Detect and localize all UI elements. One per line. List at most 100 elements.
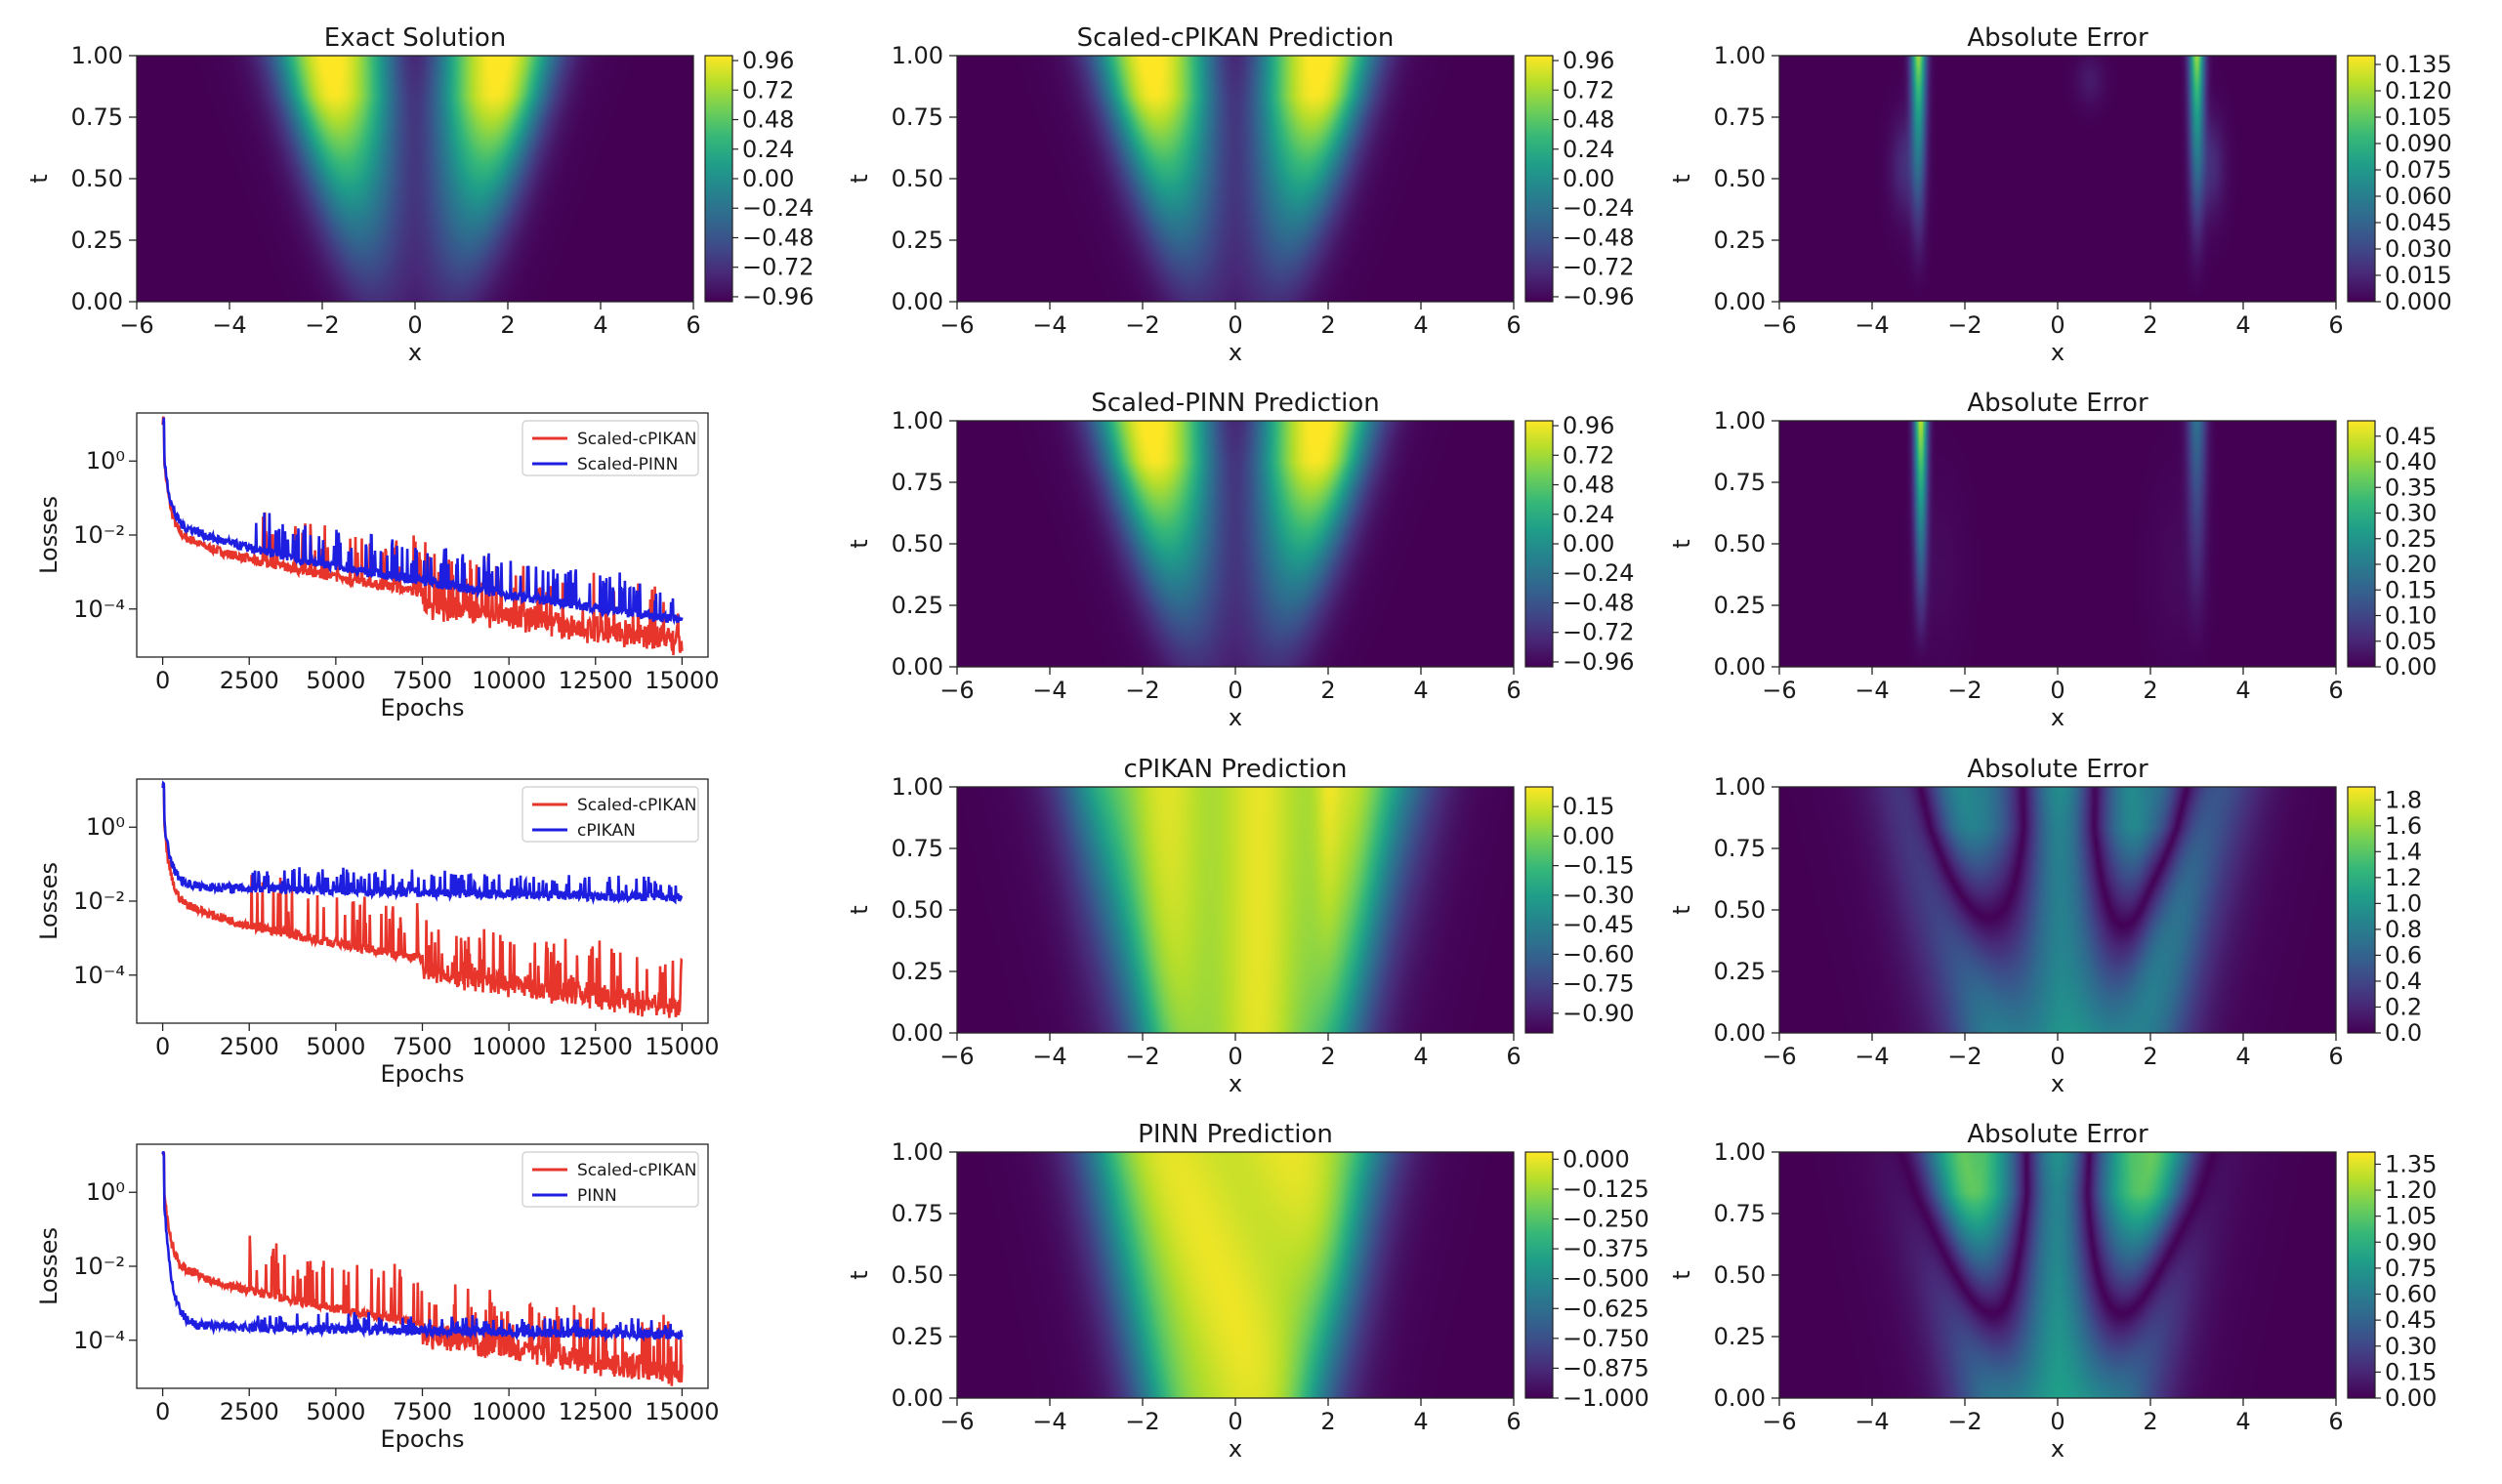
x-axis-label: Epochs: [381, 1425, 465, 1453]
x-tick-label: 0: [2050, 1408, 2064, 1435]
colorbar-tick-label: −0.125: [1563, 1175, 1649, 1203]
colorbar-tick-label: 0.105: [2385, 103, 2452, 131]
y-tick-label: 0.50: [892, 165, 943, 192]
colorbar-tick-label: 0.48: [1563, 472, 1614, 499]
y-tick-label: 10⁻²: [73, 887, 125, 915]
x-tick-label: 4: [2235, 1043, 2250, 1070]
colorbar-tick-label: 0.00: [2385, 653, 2437, 680]
colorbar-tick-label: −0.72: [742, 254, 814, 281]
colorbar-tick-label: 0.2: [2385, 993, 2422, 1020]
y-tick-label: 0.75: [1714, 835, 1766, 862]
colorbar-tick-label: 0.05: [2385, 628, 2437, 655]
colorbar-tick-label: 0.24: [1563, 501, 1614, 528]
y-tick-label: 0.50: [892, 530, 943, 557]
colorbar: [1524, 1151, 1554, 1399]
heatmap-panel-scpikan_pred: Scaled-cPIKAN Prediction−6 −4 −2 0 2 4 6x0.000…: [846, 23, 1635, 366]
colorbar-tick-label: 0.48: [742, 106, 794, 134]
colorbar-tick-label: 0.060: [2385, 183, 2452, 210]
y-tick-label: 0.25: [892, 592, 943, 619]
colorbar-tick-label: 0.4: [2385, 968, 2422, 995]
heatmap-image: [957, 421, 1514, 667]
legend: [521, 420, 699, 476]
colorbar-tick-label: 0.075: [2385, 156, 2452, 184]
colorbar: [1524, 786, 1554, 1034]
colorbar-tick-label: −0.375: [1563, 1235, 1649, 1262]
x-tick-label: 12500: [559, 1398, 633, 1425]
x-axis-label: x: [1229, 1435, 1242, 1463]
colorbar-tick-label: 0.10: [2385, 602, 2437, 630]
colorbar-tick-label: 1.8: [2385, 786, 2422, 813]
x-tick-label: 4: [1413, 1043, 1428, 1070]
colorbar-tick-label: 0.60: [2385, 1281, 2437, 1308]
loss-panel-loss_cpikan: 0 2500 5000 7500 10000 12500 15000 Epochs 10⁰ 10⁻…: [35, 778, 720, 1088]
y-axis-label: t: [846, 905, 873, 914]
y-tick-label: 0.75: [892, 469, 943, 496]
x-tick-label: 15000: [645, 667, 719, 694]
colorbar: [2347, 1151, 2376, 1399]
x-tick-label: 0: [2050, 1043, 2064, 1070]
x-tick-label: 6: [1506, 677, 1521, 704]
colorbar-tick-label: −0.60: [1563, 940, 1635, 968]
colorbar-tick-label: 0.00: [1563, 530, 1614, 557]
x-tick-label: −2: [1947, 311, 1981, 339]
heatmap-panel-cpikan_err: Absolute Error −6 −4 −2 0 2 4 6 x 0.00 0.25 0.50 0.7…: [1668, 755, 2422, 1097]
x-axis-label: x: [2051, 1435, 2064, 1463]
colorbar-tick-label: −0.875: [1563, 1354, 1649, 1381]
colorbar-tick-label: −0.45: [1563, 911, 1635, 938]
colorbar-tick-label: 0.00: [1563, 822, 1614, 849]
y-tick-label: 0.00: [1714, 653, 1766, 680]
x-tick-label: 6: [686, 311, 700, 339]
heatmap-panel-spinn_pred: Scaled-PINN Prediction−6 −4 −2 0 2 4 6x0.000.2…: [846, 389, 1635, 731]
x-tick-label: −2: [1125, 1408, 1159, 1435]
y-tick-label: 0.75: [1714, 1200, 1766, 1227]
colorbar-tick-label: 0.30: [2385, 1333, 2437, 1360]
colorbar: [2347, 786, 2376, 1034]
x-tick-label: −6: [1762, 1043, 1796, 1070]
loss-panel-loss_pinn: 0 2500 5000 7500 10000 12500 15000 Epochs 10⁰ 10⁻…: [35, 1143, 720, 1453]
x-tick-label: 6: [2328, 1043, 2343, 1070]
colorbar-tick-label: −0.96: [1563, 648, 1635, 676]
legend-label: Scaled-cPIKAN: [577, 796, 696, 815]
y-axis-label: t: [1668, 539, 1695, 548]
colorbar-tick-label: 0.45: [2385, 1306, 2437, 1334]
y-tick-label: 0.00: [892, 1384, 943, 1412]
x-tick-label: −4: [1032, 677, 1066, 704]
x-tick-label: 2: [2143, 677, 2157, 704]
x-tick-label: 0: [1228, 311, 1242, 339]
x-tick-label: 4: [1413, 311, 1428, 339]
x-tick-label: −4: [212, 311, 246, 339]
colorbar-tick-label: 0.72: [1563, 76, 1614, 103]
x-tick-label: 10000: [472, 1033, 546, 1060]
x-tick-label: 0: [407, 311, 422, 339]
x-tick-label: 7500: [393, 667, 452, 694]
x-tick-label: 0: [1228, 1408, 1242, 1435]
x-tick-label: 10000: [472, 667, 546, 694]
x-tick-label: 4: [1413, 677, 1428, 704]
colorbar-tick-label: 0.40: [2385, 448, 2437, 475]
x-tick-label: −4: [1855, 1408, 1889, 1435]
x-tick-label: 4: [593, 311, 607, 339]
y-tick-label: 0.75: [71, 103, 123, 131]
y-tick-label: 0.75: [892, 1200, 943, 1227]
x-tick-label: 0: [1228, 1043, 1242, 1070]
heatmap-image: [1779, 421, 2336, 667]
x-tick-label: −6: [1762, 677, 1796, 704]
x-tick-label: 6: [1506, 1408, 1521, 1435]
colorbar-tick-label: −0.15: [1563, 852, 1635, 880]
panel-title: Scaled-PINN Prediction: [1091, 389, 1380, 418]
y-axis-label: Losses: [35, 862, 63, 940]
colorbar-tick-label: 0.25: [2385, 525, 2437, 553]
y-tick-label: 0.25: [1714, 227, 1766, 254]
colorbar-tick-label: −0.30: [1563, 882, 1635, 909]
colorbar-tick-label: 0.120: [2385, 77, 2452, 104]
y-axis-label: t: [1668, 905, 1695, 914]
y-tick-label: 0.00: [1714, 288, 1766, 315]
x-tick-label: 12500: [559, 667, 633, 694]
y-tick-label: 0.00: [1714, 1019, 1766, 1047]
x-tick-label: 2: [2143, 1043, 2157, 1070]
heatmap-image: [1779, 1152, 2336, 1398]
legend-label: Scaled-cPIKAN: [577, 1161, 696, 1180]
y-tick-label: 0.50: [1714, 1261, 1766, 1289]
y-tick-label: 10⁻⁴: [73, 1327, 125, 1354]
